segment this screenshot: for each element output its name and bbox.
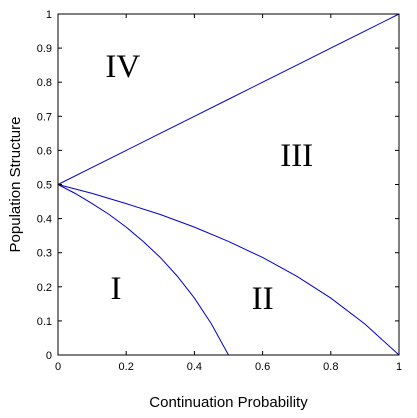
x-tick-label: 0 [55, 361, 61, 373]
y-tick-label: 1 [46, 9, 52, 21]
x-tick-label: 1 [396, 361, 402, 373]
y-tick-label: 0.1 [37, 316, 52, 328]
series-line-3 [57, 184, 229, 356]
x-tick-label: 0.8 [323, 361, 338, 373]
y-tick-label: 0.6 [37, 145, 52, 157]
region-label: IV [105, 49, 140, 85]
region-label: III [280, 138, 313, 174]
y-tick-label: 0.5 [37, 180, 52, 192]
region-label: I [110, 271, 121, 307]
y-tick-label: 0.2 [37, 282, 52, 294]
x-axis-ticks: 0 0.2 0.4 0.6 0.8 1 [55, 14, 402, 373]
y-tick-label: 0.7 [37, 111, 52, 123]
x-axis-title: Continuation Probability [149, 394, 308, 411]
x-tick-label: 0.2 [119, 361, 134, 373]
y-tick-label: 0 [46, 350, 52, 362]
series-line-1 [57, 13, 400, 185]
series-lines [57, 13, 400, 356]
y-tick-label: 0.3 [37, 248, 52, 260]
x-tick-label: 0.4 [187, 361, 202, 373]
y-tick-label: 0.9 [37, 43, 52, 55]
x-tick-label: 0.6 [255, 361, 270, 373]
y-tick-label: 0.4 [37, 214, 52, 226]
y-tick-label: 0.8 [37, 77, 52, 89]
y-axis-title: Population Structure [7, 117, 24, 253]
region-label: II [252, 281, 274, 317]
y-axis-ticks: 0 0.1 0.2 0.3 0.4 0.5 0.6 0.7 0.8 0.9 1 [37, 9, 399, 362]
series-line-2 [57, 184, 400, 356]
